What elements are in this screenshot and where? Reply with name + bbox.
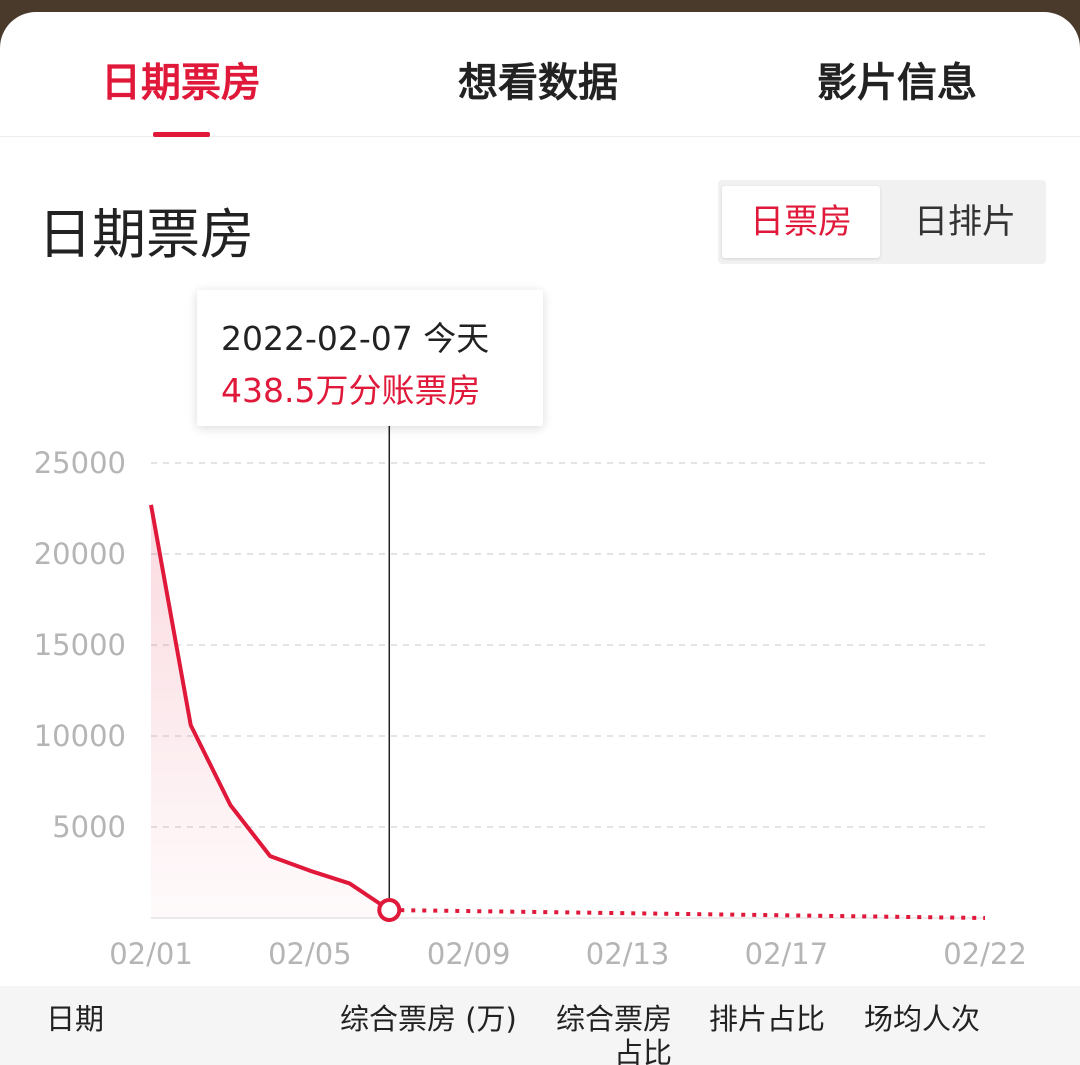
- y-tick-label: 10000: [34, 719, 126, 753]
- x-tick-label: 02/05: [268, 937, 352, 971]
- active-tab-indicator: [153, 132, 210, 137]
- x-tick-label: 02/22: [943, 937, 1027, 971]
- forecast-line: [389, 908, 986, 920]
- y-tick-label: 5000: [52, 810, 126, 844]
- x-tick-label: 02/13: [586, 937, 670, 971]
- column-box-office-share-line2: 占比: [613, 1036, 672, 1065]
- table-header: 日期 综合票房 (万) 综合票房 占比 排片占比 场均人次: [0, 986, 1080, 1065]
- y-tick-label: 15000: [34, 628, 126, 662]
- column-date: 日期: [46, 1002, 105, 1036]
- toggle-daily-schedule[interactable]: 日排片: [914, 202, 1016, 242]
- metric-toggle: 日票房 日排片: [718, 180, 1046, 264]
- tab-bar: 日期票房 想看数据 影片信息: [0, 12, 1080, 137]
- tab-daily-box-office[interactable]: 日期票房: [101, 60, 261, 106]
- x-tick-label: 02/01: [109, 937, 193, 971]
- column-box-office-share: 综合票房 占比: [552, 1002, 672, 1065]
- tab-want-to-see[interactable]: 想看数据: [458, 60, 618, 106]
- y-tick-label: 25000: [34, 446, 126, 480]
- area-fill: [151, 504, 390, 918]
- toggle-daily-box-office[interactable]: 日票房: [722, 186, 880, 258]
- column-avg-attendance: 场均人次: [864, 1002, 981, 1036]
- box-office-line: [149, 504, 391, 912]
- x-tick-label: 02/09: [427, 937, 511, 971]
- column-schedule-share: 排片占比: [709, 1002, 826, 1036]
- tooltip: 2022-02-07 今天 438.5万分账票房: [197, 290, 543, 426]
- x-tick-label: 02/17: [745, 937, 829, 971]
- section-title: 日期票房: [38, 203, 254, 266]
- y-tick-label: 20000: [34, 537, 126, 571]
- tooltip-value: 438.5万分账票房: [221, 371, 481, 410]
- tab-film-info[interactable]: 影片信息: [817, 60, 977, 106]
- highlight-point[interactable]: [377, 898, 402, 923]
- tooltip-date: 2022-02-07 今天: [221, 319, 490, 358]
- column-box-office-share-line1: 综合票房: [555, 1002, 672, 1036]
- column-box-office: 综合票房 (万): [340, 1002, 517, 1036]
